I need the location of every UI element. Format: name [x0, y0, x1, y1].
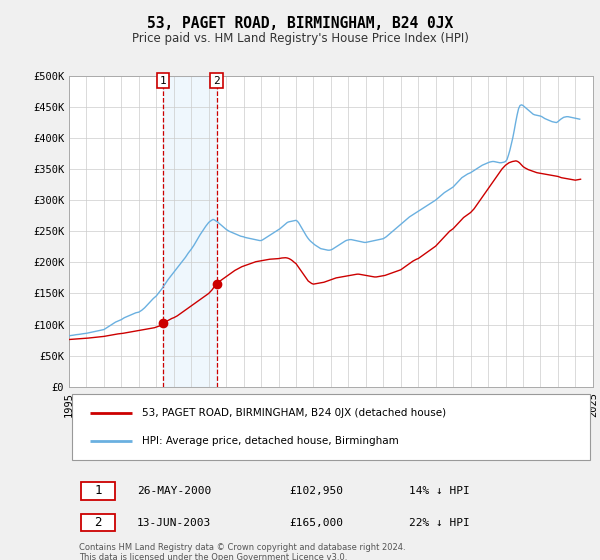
- Text: 13-JUN-2003: 13-JUN-2003: [137, 517, 211, 528]
- Text: 53, PAGET ROAD, BIRMINGHAM, B24 0JX (detached house): 53, PAGET ROAD, BIRMINGHAM, B24 0JX (det…: [142, 408, 446, 418]
- Text: £165,000: £165,000: [289, 517, 343, 528]
- FancyBboxPatch shape: [81, 514, 115, 531]
- Text: 1: 1: [160, 76, 167, 86]
- Text: Contains HM Land Registry data © Crown copyright and database right 2024.
This d: Contains HM Land Registry data © Crown c…: [79, 543, 406, 560]
- FancyBboxPatch shape: [81, 482, 115, 500]
- Bar: [163, 76, 217, 387]
- FancyBboxPatch shape: [71, 394, 590, 460]
- Text: 1: 1: [94, 484, 101, 497]
- Text: 14% ↓ HPI: 14% ↓ HPI: [409, 486, 470, 496]
- Text: 2: 2: [213, 76, 220, 86]
- Text: 2: 2: [94, 516, 101, 529]
- Text: 26-MAY-2000: 26-MAY-2000: [137, 486, 211, 496]
- Text: Price paid vs. HM Land Registry's House Price Index (HPI): Price paid vs. HM Land Registry's House …: [131, 32, 469, 45]
- Text: 22% ↓ HPI: 22% ↓ HPI: [409, 517, 470, 528]
- Text: 53, PAGET ROAD, BIRMINGHAM, B24 0JX: 53, PAGET ROAD, BIRMINGHAM, B24 0JX: [147, 16, 453, 31]
- Text: HPI: Average price, detached house, Birmingham: HPI: Average price, detached house, Birm…: [142, 436, 399, 446]
- Text: £102,950: £102,950: [289, 486, 343, 496]
